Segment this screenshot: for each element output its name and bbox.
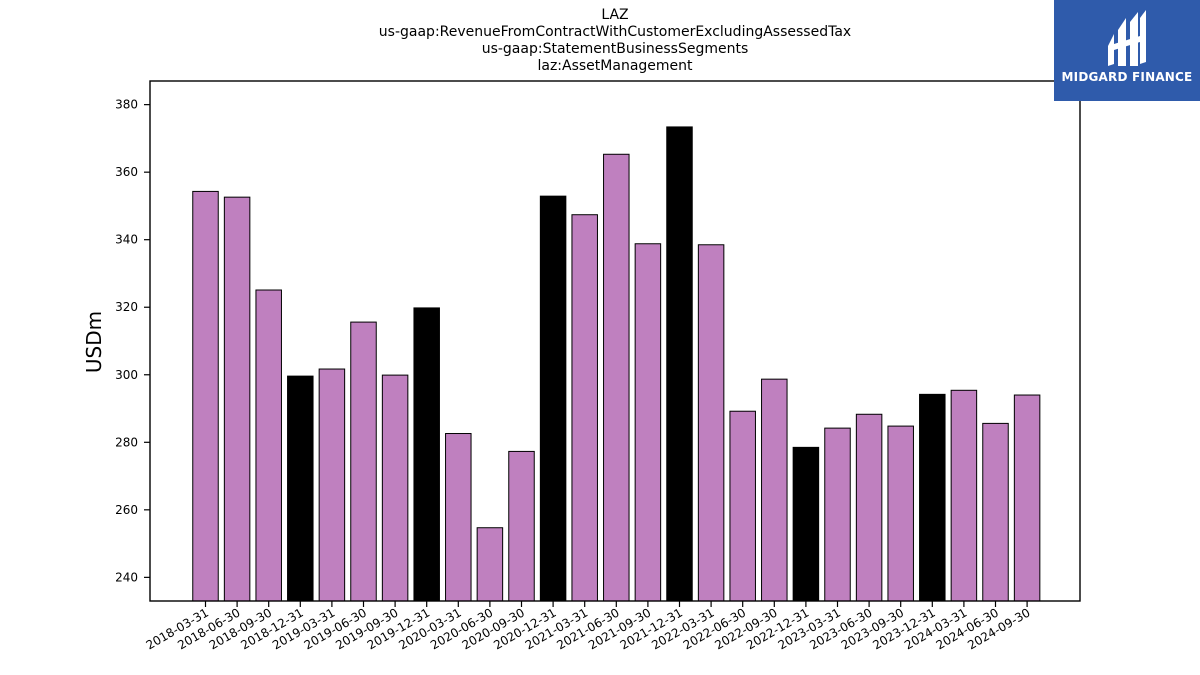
bar-2020-03-31 [445, 433, 472, 602]
bar-2024-06-30 [982, 422, 1009, 602]
y-tick-label-280: 280 [115, 435, 138, 449]
y-tick-label-260: 260 [115, 503, 138, 517]
bar-2023-06-30 [855, 413, 883, 602]
y-tick-label-320: 320 [115, 300, 138, 314]
bar-2022-06-30 [729, 410, 756, 602]
bar-2018-03-31 [192, 190, 219, 602]
bar-2019-06-30 [350, 321, 377, 602]
midgard-logo-icon [1108, 10, 1146, 66]
bar-2023-09-30 [887, 425, 914, 602]
bar-2022-03-31 [697, 244, 725, 602]
chart-title-line-3: us-gaap:StatementBusinessSegments [481, 41, 749, 57]
bar-2021-06-30 [603, 153, 630, 602]
bar-2019-03-31 [318, 368, 346, 602]
bar-2020-12-31 [539, 195, 567, 602]
bar-2024-03-31 [950, 389, 978, 602]
bar-2021-03-31 [571, 214, 598, 602]
chart-title-line-4: laz:AssetManagement [537, 58, 693, 74]
midgard-finance-logo: MIDGARD FINANCE [1054, 0, 1200, 101]
bar-2022-09-30 [761, 378, 788, 602]
bar-2023-03-31 [824, 427, 851, 602]
bar-2018-12-31 [287, 375, 314, 602]
y-tick-label-300: 300 [115, 368, 138, 382]
y-tick-label-240: 240 [115, 570, 138, 584]
y-tick-label-360: 360 [115, 165, 138, 179]
bar-2019-12-31 [413, 307, 440, 602]
bar-2022-12-31 [792, 446, 820, 602]
y-tick-label-380: 380 [115, 98, 138, 112]
bar-2020-06-30 [476, 527, 504, 602]
bar-2023-12-31 [919, 393, 946, 602]
bar-2020-09-30 [508, 450, 535, 602]
bar-2019-09-30 [381, 374, 409, 602]
chart-title-line-2: us-gaap:RevenueFromContractWithCustomerE… [378, 24, 852, 40]
plot-frame [149, 80, 1081, 602]
bar-2018-09-30 [255, 289, 282, 602]
bar-2024-09-30 [1013, 394, 1041, 602]
bar-2021-09-30 [634, 243, 662, 602]
bar-2018-06-30 [223, 196, 251, 602]
chart-title-line-1: LAZ [601, 7, 629, 23]
y-axis-label: USDm [82, 311, 106, 373]
logo-text: MIDGARD FINANCE [1061, 70, 1193, 84]
y-tick-label-340: 340 [115, 233, 138, 247]
bar-2021-12-31 [666, 126, 693, 602]
